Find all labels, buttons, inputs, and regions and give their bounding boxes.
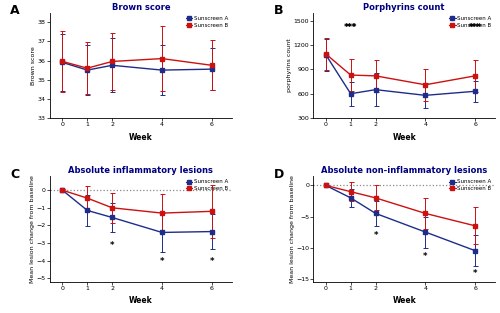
Text: ***: *** — [344, 23, 358, 32]
Text: *: * — [110, 241, 114, 250]
Text: *: * — [423, 252, 428, 261]
X-axis label: Week: Week — [392, 133, 416, 142]
Y-axis label: Brown score: Brown score — [32, 46, 36, 85]
Legend: Sunscreen A, Sunscreen B: Sunscreen A, Sunscreen B — [448, 179, 492, 192]
Y-axis label: Mean lesion change from baseline: Mean lesion change from baseline — [30, 175, 35, 283]
Y-axis label: Mean lesion change from baseline: Mean lesion change from baseline — [290, 175, 295, 283]
Text: ***: *** — [468, 23, 482, 32]
Text: *: * — [210, 257, 214, 266]
Text: *: * — [423, 231, 428, 240]
Title: Brown score: Brown score — [112, 3, 170, 12]
X-axis label: Week: Week — [392, 296, 416, 305]
Text: C: C — [10, 168, 19, 181]
Title: Absolute inflammatory lesions: Absolute inflammatory lesions — [68, 167, 214, 175]
Text: *: * — [374, 231, 378, 240]
Y-axis label: porphyrins count: porphyrins count — [287, 38, 292, 92]
Text: *: * — [473, 249, 478, 258]
Text: *: * — [473, 269, 478, 278]
X-axis label: Week: Week — [129, 296, 152, 305]
Text: ***: *** — [470, 23, 481, 32]
Legend: Sunscreen A, Sunscreen B: Sunscreen A, Sunscreen B — [185, 179, 229, 192]
Text: D: D — [274, 168, 283, 181]
Text: ***: *** — [345, 23, 356, 32]
Title: Absolute non-inflammatory lesions: Absolute non-inflammatory lesions — [321, 167, 488, 175]
Legend: Sunscreen A, Sunscreen B: Sunscreen A, Sunscreen B — [448, 15, 492, 28]
Title: Porphyrins count: Porphyrins count — [364, 3, 445, 12]
Text: A: A — [10, 4, 20, 17]
X-axis label: Week: Week — [129, 133, 152, 142]
Legend: Sunscreen A, Sunscreen B: Sunscreen A, Sunscreen B — [185, 15, 229, 28]
Text: *: * — [160, 257, 164, 266]
Text: B: B — [274, 4, 283, 17]
